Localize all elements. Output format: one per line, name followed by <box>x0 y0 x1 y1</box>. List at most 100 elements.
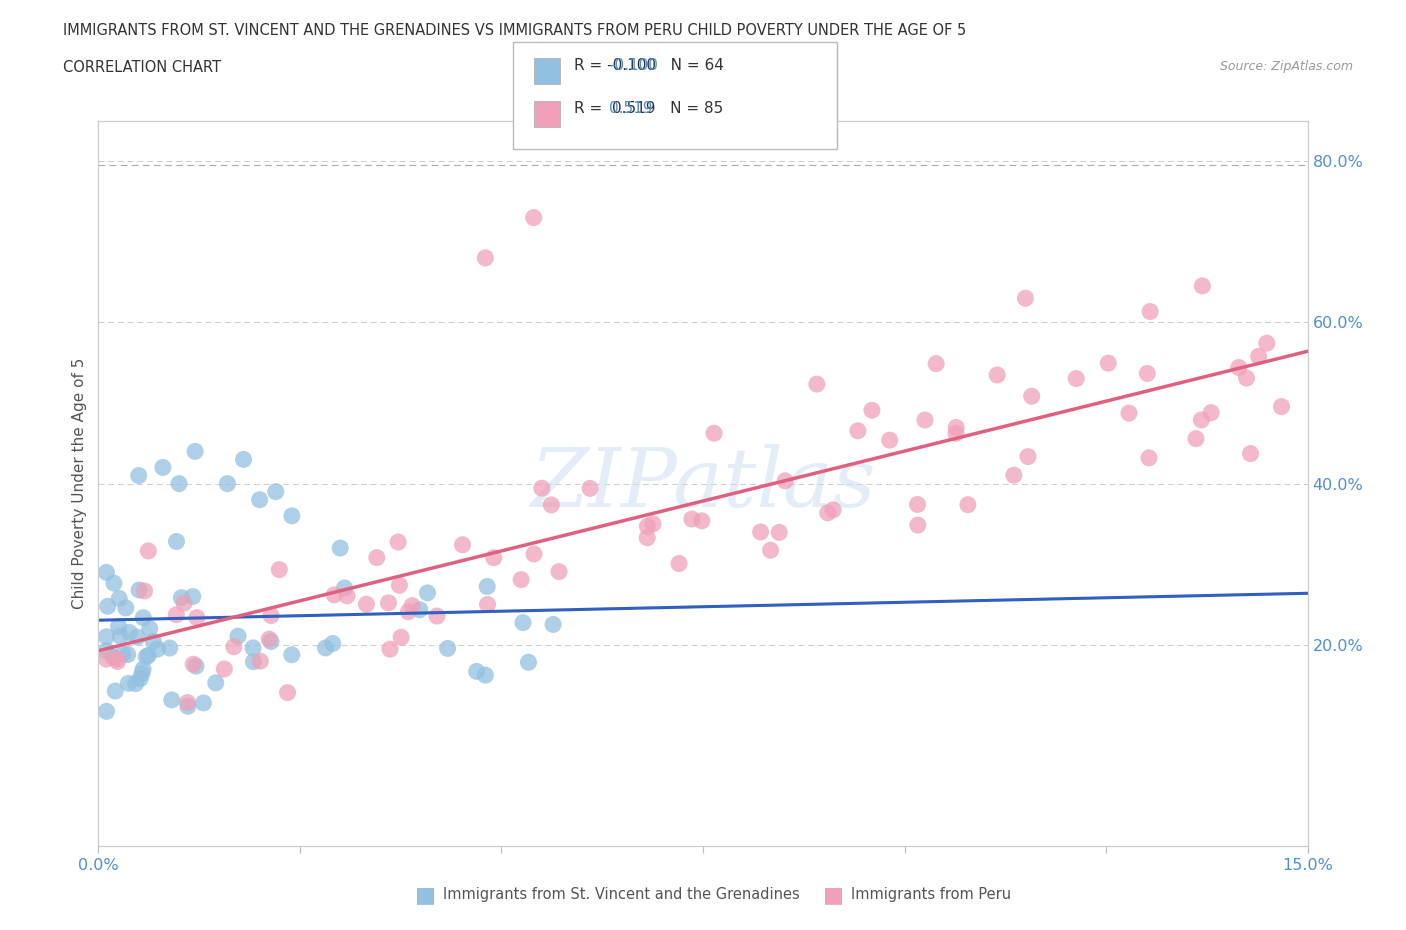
Point <box>1097 355 1119 370</box>
Point <box>579 481 602 496</box>
Point <box>264 485 287 499</box>
Point <box>128 468 150 483</box>
Point <box>389 630 412 644</box>
Point <box>132 661 155 676</box>
Point <box>136 648 159 663</box>
Point <box>1118 405 1140 420</box>
Point <box>1247 349 1270 364</box>
Point <box>540 498 562 512</box>
Point <box>322 636 344 651</box>
Point <box>193 696 215 711</box>
Point <box>96 630 118 644</box>
Point <box>1191 278 1213 293</box>
Point <box>636 530 658 545</box>
Point <box>517 655 540 670</box>
Point <box>124 676 146 691</box>
Point <box>103 576 125 591</box>
Point <box>184 444 207 458</box>
Point <box>1064 371 1087 386</box>
Point <box>323 588 346 603</box>
Point <box>759 543 782 558</box>
Point <box>269 562 291 577</box>
Point <box>541 617 564 631</box>
Point <box>96 652 118 667</box>
Point <box>945 420 967 435</box>
Text: R = -0.100   N = 64: R = -0.100 N = 64 <box>574 58 724 73</box>
Point <box>1189 413 1212 428</box>
Point <box>907 497 929 512</box>
Point <box>186 610 208 625</box>
Point <box>131 666 153 681</box>
Point <box>152 460 174 475</box>
Point <box>388 578 411 592</box>
Point <box>242 655 264 670</box>
Point <box>96 644 118 658</box>
Point <box>986 367 1008 382</box>
Text: CORRELATION CHART: CORRELATION CHART <box>63 60 221 75</box>
Point <box>117 676 139 691</box>
Point <box>668 556 690 571</box>
Point <box>401 598 423 613</box>
Point <box>132 610 155 625</box>
Point <box>681 512 703 526</box>
Point <box>749 525 772 539</box>
Point <box>512 616 534 631</box>
Point <box>510 572 533 587</box>
Point <box>170 591 193 605</box>
Point <box>914 413 936 428</box>
Text: Immigrants from St. Vincent and the Grenadines: Immigrants from St. Vincent and the Gren… <box>443 887 800 902</box>
Point <box>1239 446 1261 461</box>
Point <box>409 603 432 618</box>
Text: -0.100: -0.100 <box>609 58 658 73</box>
Point <box>1185 432 1208 446</box>
Point <box>146 642 169 657</box>
Text: ZIPatlas: ZIPatlas <box>530 444 876 524</box>
Point <box>416 585 439 600</box>
Point <box>641 516 664 531</box>
Text: Source: ZipAtlas.com: Source: ZipAtlas.com <box>1219 60 1353 73</box>
Point <box>1136 366 1159 381</box>
Text: 0.519: 0.519 <box>609 101 652 116</box>
Y-axis label: Child Poverty Under the Age of 5: Child Poverty Under the Age of 5 <box>72 358 87 609</box>
Point <box>159 641 181 656</box>
Point <box>127 630 149 644</box>
Point <box>128 582 150 597</box>
Point <box>97 599 120 614</box>
Point <box>1199 405 1222 420</box>
Point <box>166 534 188 549</box>
Point <box>477 579 499 594</box>
Point <box>142 634 165 649</box>
Point <box>436 641 458 656</box>
Point <box>104 684 127 698</box>
Point <box>96 704 118 719</box>
Point <box>117 647 139 662</box>
Point <box>465 664 488 679</box>
Point <box>477 597 499 612</box>
Point <box>1270 399 1292 414</box>
Point <box>249 492 271 507</box>
Point <box>336 589 359 604</box>
Point <box>114 601 136 616</box>
Point <box>242 641 264 656</box>
Point <box>108 591 131 605</box>
Point <box>281 647 304 662</box>
Point <box>768 525 790 539</box>
Point <box>110 629 132 644</box>
Point <box>907 518 929 533</box>
Point <box>548 565 571 579</box>
Point <box>138 621 160 636</box>
Point <box>451 538 474 552</box>
Point <box>1017 449 1039 464</box>
Point <box>945 426 967 441</box>
Point <box>956 498 979 512</box>
Point <box>165 607 187 622</box>
Text: ■: ■ <box>415 884 436 905</box>
Point <box>530 481 553 496</box>
Point <box>523 210 546 225</box>
Point <box>1227 360 1250 375</box>
Point <box>823 502 845 517</box>
Point <box>426 608 449 623</box>
Point <box>173 595 195 610</box>
Text: ■: ■ <box>823 884 844 905</box>
Point <box>249 654 271 669</box>
